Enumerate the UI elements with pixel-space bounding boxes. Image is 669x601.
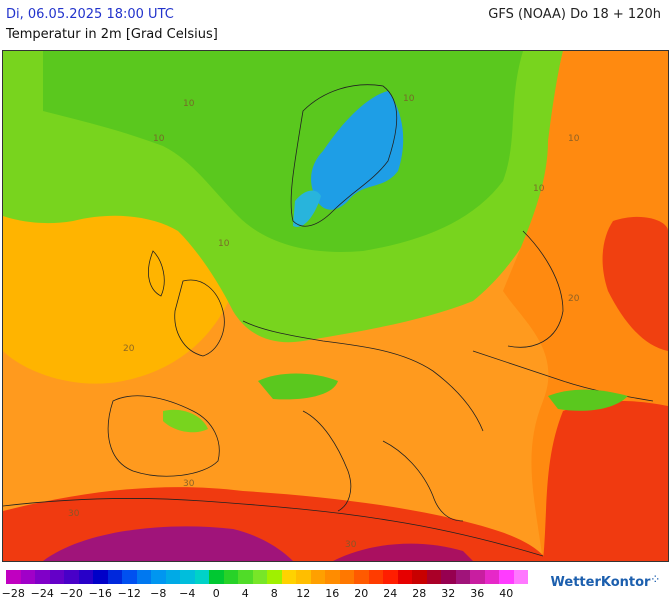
legend-tick-label: −24 — [30, 587, 54, 600]
isoline-label: 30 — [345, 540, 357, 550]
legend-swatch — [180, 570, 195, 584]
legend-swatch — [122, 570, 137, 584]
legend-swatch — [397, 570, 412, 584]
legend-swatch — [78, 570, 93, 584]
legend-swatch — [441, 570, 456, 584]
legend-tick-label: 24 — [383, 587, 398, 600]
legend-ticks: −28 −24 −20 −16 −12 −8 −4 0 4 8 12 16 20 24 28 32 36 40 — [2, 587, 546, 601]
isoline-label: 20 — [568, 294, 580, 304]
brand-dots-icon: ⁘ — [651, 575, 659, 585]
legend-tick-label: 4 — [241, 587, 249, 600]
sahara-purple-zone — [43, 526, 293, 561]
legend-tick-label: 0 — [212, 587, 220, 600]
legend-swatch — [93, 570, 108, 584]
isoline-label: 30 — [68, 509, 80, 519]
isoline-label: 10 — [403, 94, 415, 104]
legend-swatch — [513, 570, 528, 584]
legend-tick-label: 12 — [296, 587, 311, 600]
legend-swatch — [151, 570, 166, 584]
legend-tick-label: −12 — [117, 587, 141, 600]
isoline-label: 10 — [533, 184, 545, 194]
legend-swatch — [209, 570, 224, 584]
legend-swatch — [426, 570, 441, 584]
wetterkontor-logo: WetterKontor⁘ — [551, 575, 659, 590]
isoline-label: 10 — [218, 239, 230, 249]
legend-tick-label: −20 — [59, 587, 83, 600]
parameter-title: Temperatur in 2m [Grad Celsius] — [6, 27, 218, 42]
scandinavia-cold-zone — [311, 91, 404, 210]
legend-swatch — [325, 570, 340, 584]
legend-swatch — [470, 570, 485, 584]
legend-swatch — [339, 570, 354, 584]
legend-swatch — [64, 570, 79, 584]
legend-swatch — [35, 570, 50, 584]
isoline-label: 10 — [183, 99, 195, 109]
legend-swatch — [238, 570, 253, 584]
anatolia-cool-zone — [548, 389, 628, 411]
libya-purple-zone — [333, 543, 473, 561]
legend-swatch — [499, 570, 514, 584]
forecast-date: Di, 06.05.2025 18:00 UTC — [6, 7, 174, 22]
isoline-label: 10 — [153, 134, 165, 144]
legend-swatch — [194, 570, 209, 584]
northern-deep-green — [43, 51, 523, 252]
legend-swatch — [165, 570, 180, 584]
legend-swatch — [223, 570, 238, 584]
legend-tick-label: 20 — [354, 587, 369, 600]
temperature-map: 10 10 10 10 10 10 20 20 30 30 30 — [2, 50, 669, 562]
legend-swatch — [455, 570, 470, 584]
legend-swatch — [484, 570, 499, 584]
legend-tick-label: −8 — [150, 587, 167, 600]
legend-tick-label: 36 — [470, 587, 485, 600]
temperature-legend: −28 −24 −20 −16 −12 −8 −4 0 4 8 12 16 20 24 28 32 36 40 — [2, 570, 546, 601]
legend-tick-label: 40 — [499, 587, 514, 600]
legend-swatch — [412, 570, 427, 584]
middle-east-hot-zone — [543, 401, 668, 561]
alps-cool-zone — [258, 373, 338, 400]
legend-tick-label: −4 — [179, 587, 196, 600]
isoline-label: 30 — [183, 479, 195, 489]
pyrenees-cool-zone — [163, 409, 208, 433]
isoline-label: 10 — [568, 134, 580, 144]
legend-tick-label: 32 — [441, 587, 456, 600]
legend-swatch — [49, 570, 64, 584]
legend-swatch — [6, 570, 21, 584]
legend-swatch — [136, 570, 151, 584]
legend-tick-label: −16 — [88, 587, 112, 600]
legend-tick-label: 16 — [325, 587, 340, 600]
legend-swatch — [383, 570, 398, 584]
legend-color-bar — [6, 570, 546, 584]
brand-name: WetterKontor — [550, 575, 651, 590]
legend-swatch — [368, 570, 383, 584]
legend-tick-label: 28 — [412, 587, 427, 600]
legend-swatch — [354, 570, 369, 584]
legend-tick-label: −28 — [1, 587, 25, 600]
norway-cold-coast — [293, 190, 321, 227]
coastlines — [3, 84, 654, 557]
isoline-label: 20 — [123, 344, 135, 354]
map-canvas: 10 10 10 10 10 10 20 20 30 30 30 — [3, 51, 668, 561]
model-run: GFS (NOAA) Do 18 + 120h — [488, 7, 661, 22]
legend-swatch — [310, 570, 325, 584]
eastern-hot-zone — [602, 216, 668, 351]
legend-tick-label: 8 — [270, 587, 278, 600]
legend-swatch — [252, 570, 267, 584]
legend-swatch — [281, 570, 296, 584]
legend-swatch — [20, 570, 35, 584]
legend-swatch — [107, 570, 122, 584]
legend-swatch — [267, 570, 282, 584]
legend-swatch — [296, 570, 311, 584]
